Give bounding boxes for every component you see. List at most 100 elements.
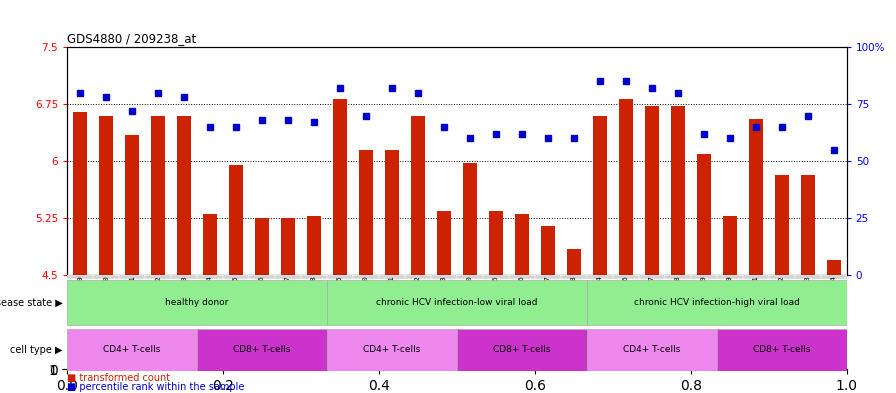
Text: healthy donor: healthy donor — [166, 298, 228, 307]
Bar — [619, 99, 633, 275]
Bar — [145, 275, 171, 279]
Bar — [593, 116, 607, 275]
Bar — [67, 275, 93, 279]
Text: CD8+ T-cells: CD8+ T-cells — [753, 345, 811, 354]
Bar — [717, 275, 743, 279]
Text: GSM1210760: GSM1210760 — [467, 275, 473, 319]
Bar — [801, 175, 814, 275]
Bar — [385, 150, 399, 275]
Bar — [769, 275, 795, 279]
Bar — [691, 275, 717, 279]
Bar — [197, 275, 223, 279]
Bar — [587, 275, 613, 279]
Bar — [483, 275, 509, 279]
Bar — [587, 329, 717, 371]
Bar — [171, 275, 197, 279]
Text: GSM1210748: GSM1210748 — [675, 275, 681, 319]
Bar — [509, 275, 535, 279]
Text: GSM1210758: GSM1210758 — [311, 275, 317, 319]
Bar — [743, 275, 769, 279]
Bar — [281, 218, 295, 275]
Text: GSM1210753: GSM1210753 — [441, 275, 447, 319]
Bar — [223, 275, 249, 279]
Bar — [359, 150, 373, 275]
Bar — [327, 329, 457, 371]
Bar — [67, 329, 197, 371]
Text: GSM1210745: GSM1210745 — [337, 275, 343, 319]
Text: disease state ▶: disease state ▶ — [0, 298, 63, 308]
Text: GSM1210743: GSM1210743 — [181, 275, 187, 319]
Bar — [671, 107, 685, 275]
Bar — [567, 248, 581, 275]
Bar — [613, 275, 639, 279]
Text: GSM1210764: GSM1210764 — [831, 275, 837, 319]
Text: ■ percentile rank within the sample: ■ percentile rank within the sample — [67, 382, 245, 392]
Text: chronic HCV infection-low viral load: chronic HCV infection-low viral load — [376, 298, 538, 307]
Text: GSM1210763: GSM1210763 — [805, 275, 811, 319]
Text: GSM1210741: GSM1210741 — [129, 275, 135, 319]
Bar — [307, 216, 321, 275]
Text: GSM1210761: GSM1210761 — [753, 275, 759, 319]
Bar — [541, 226, 555, 275]
Text: GSM1210767: GSM1210767 — [545, 275, 551, 319]
Bar — [535, 275, 561, 279]
Bar — [587, 280, 847, 325]
Text: cell type ▶: cell type ▶ — [10, 345, 63, 355]
Text: GDS4880 / 209238_at: GDS4880 / 209238_at — [67, 32, 196, 45]
Text: GSM1210762: GSM1210762 — [779, 275, 785, 319]
Bar — [177, 116, 191, 275]
Bar — [255, 218, 269, 275]
Bar — [437, 211, 451, 275]
Bar — [203, 214, 217, 275]
Text: GSM1210754: GSM1210754 — [207, 275, 213, 319]
Bar — [411, 116, 425, 275]
Text: GSM1210752: GSM1210752 — [415, 275, 421, 319]
Text: GSM1210749: GSM1210749 — [701, 275, 707, 319]
Bar — [697, 154, 711, 275]
Bar — [665, 275, 691, 279]
Bar — [327, 275, 353, 279]
Text: GSM1210755: GSM1210755 — [233, 275, 239, 319]
Bar — [717, 329, 847, 371]
Bar — [249, 275, 275, 279]
Text: GSM1210746: GSM1210746 — [623, 275, 629, 319]
Bar — [125, 134, 139, 275]
Bar — [457, 275, 483, 279]
Text: GSM1210768: GSM1210768 — [571, 275, 577, 319]
Text: CD4+ T-cells: CD4+ T-cells — [623, 345, 681, 354]
Bar — [119, 275, 145, 279]
Bar — [333, 99, 347, 275]
Text: chronic HCV infection-high viral load: chronic HCV infection-high viral load — [633, 298, 800, 307]
Text: GSM1210744: GSM1210744 — [597, 275, 603, 319]
Bar — [93, 275, 119, 279]
Bar — [639, 275, 665, 279]
Bar — [197, 329, 327, 371]
Bar — [67, 280, 327, 325]
Bar — [353, 275, 379, 279]
Text: CD4+ T-cells: CD4+ T-cells — [103, 345, 161, 354]
Text: GSM1210751: GSM1210751 — [389, 275, 395, 319]
Text: GSM1210757: GSM1210757 — [285, 275, 291, 319]
Bar — [99, 116, 113, 275]
Bar — [73, 112, 87, 275]
Bar — [645, 107, 659, 275]
Bar — [457, 329, 587, 371]
Bar — [561, 275, 587, 279]
Bar — [795, 275, 821, 279]
Bar — [301, 275, 327, 279]
Bar — [275, 275, 301, 279]
Text: GSM1210750: GSM1210750 — [363, 275, 369, 319]
Bar — [463, 163, 477, 275]
Text: ■ transformed count: ■ transformed count — [67, 373, 170, 383]
Bar — [151, 116, 165, 275]
Text: GSM1210756: GSM1210756 — [259, 275, 265, 319]
Bar — [489, 211, 503, 275]
Bar — [827, 260, 840, 275]
Bar — [405, 275, 431, 279]
Bar — [515, 214, 529, 275]
Text: GSM1210747: GSM1210747 — [649, 275, 655, 319]
Text: GSM1210742: GSM1210742 — [155, 275, 161, 319]
Bar — [821, 275, 847, 279]
Bar — [327, 280, 587, 325]
Text: CD8+ T-cells: CD8+ T-cells — [233, 345, 291, 354]
